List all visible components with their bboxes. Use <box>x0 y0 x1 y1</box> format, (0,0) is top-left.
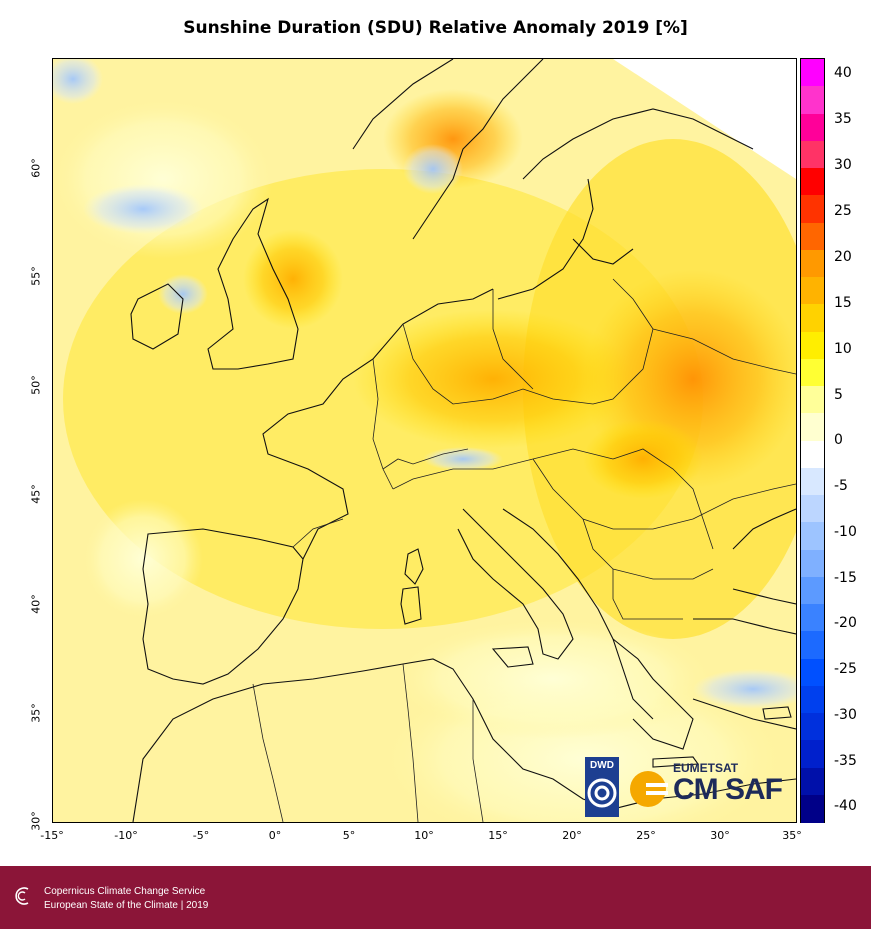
colorbar-segment <box>801 713 824 741</box>
colorbar-segment <box>801 331 824 360</box>
colorbar-label: 5 <box>834 387 843 403</box>
colorbar-label: -25 <box>834 661 857 677</box>
x-tick: 20° <box>562 829 582 842</box>
colorbar-segment <box>801 604 824 632</box>
x-tick: 25° <box>636 829 656 842</box>
colorbar-label: 35 <box>834 111 852 127</box>
colorbar-label: -10 <box>834 524 857 540</box>
colorbar-label: 25 <box>834 203 852 219</box>
colorbar-segment <box>801 86 824 115</box>
europe-map <box>53 59 796 822</box>
colorbar-segment <box>801 685 824 714</box>
y-tick: 30° <box>29 811 43 831</box>
page-title: Sunshine Duration (SDU) Relative Anomaly… <box>183 18 688 38</box>
x-tick: 5° <box>342 829 356 842</box>
dwd-logo-text: DWD <box>590 760 614 771</box>
x-tick: -15° <box>40 829 64 842</box>
x-tick: 10° <box>414 829 434 842</box>
dwd-logo: DWD <box>585 757 619 817</box>
y-tick: 35° <box>29 703 43 723</box>
colorbar-label: 30 <box>834 157 852 173</box>
colorbar-label: 20 <box>834 249 852 265</box>
colorbar <box>800 58 825 823</box>
x-tick: 0° <box>268 829 282 842</box>
x-tick: 15° <box>488 829 508 842</box>
y-tick: 45° <box>29 484 43 504</box>
colorbar-segment <box>801 249 824 278</box>
colorbar-segment <box>801 59 824 87</box>
x-tick: 30° <box>710 829 730 842</box>
colorbar-segment <box>801 304 824 333</box>
colorbar-label: -5 <box>834 478 848 494</box>
colorbar-segment <box>801 549 824 578</box>
colorbar-segment <box>801 440 824 469</box>
colorbar-label: -20 <box>834 615 857 631</box>
colorbar-segment <box>801 576 824 605</box>
y-tick: 40° <box>29 594 43 614</box>
colorbar-label: 10 <box>834 341 852 357</box>
colorbar-segment <box>801 495 824 523</box>
colorbar-label: 15 <box>834 295 852 311</box>
colorbar-label: -15 <box>834 570 857 586</box>
colorbar-label: -30 <box>834 707 857 723</box>
colorbar-segment <box>801 222 824 251</box>
colorbar-segment <box>801 740 824 769</box>
colorbar-segment <box>801 631 824 660</box>
footer-report-name: European State of the Climate | 2019 <box>44 900 209 911</box>
colorbar-segment <box>801 358 824 387</box>
colorbar-label: -35 <box>834 753 857 769</box>
colorbar-segment <box>801 195 824 224</box>
colorbar-segment <box>801 658 824 687</box>
colorbar-segment <box>801 467 824 496</box>
colorbar-segment <box>801 113 824 142</box>
map-panel: DWD EUMETSAT CM SAF <box>52 58 797 823</box>
y-tick: 60° <box>29 158 43 178</box>
colorbar-segment <box>801 140 824 169</box>
colorbar-segment <box>801 794 824 823</box>
x-tick: -10° <box>114 829 138 842</box>
footer-bar: Copernicus Climate Change Service Europe… <box>0 866 871 929</box>
colorbar-segment <box>801 767 824 796</box>
x-tick: -5° <box>192 829 210 842</box>
colorbar-segment <box>801 386 824 414</box>
x-tick: 35° <box>782 829 802 842</box>
eumetsat-label: EUMETSAT <box>673 761 739 775</box>
y-tick: 55° <box>29 266 43 286</box>
colorbar-label: -40 <box>834 798 857 814</box>
colorbar-label: 0 <box>834 432 843 448</box>
colorbar-segment <box>801 168 824 196</box>
colorbar-segment <box>801 522 824 551</box>
y-tick: 50° <box>29 375 43 395</box>
cmsaf-label: CM SAF <box>673 773 783 806</box>
footer-service-name: Copernicus Climate Change Service <box>44 886 206 897</box>
colorbar-label: 40 <box>834 65 852 81</box>
copernicus-icon <box>15 887 29 905</box>
dwd-swirl-icon <box>587 778 617 808</box>
cmsaf-sun-icon <box>630 771 668 807</box>
colorbar-segment <box>801 413 824 442</box>
country-borders <box>252 278 796 822</box>
colorbar-segment <box>801 277 824 305</box>
